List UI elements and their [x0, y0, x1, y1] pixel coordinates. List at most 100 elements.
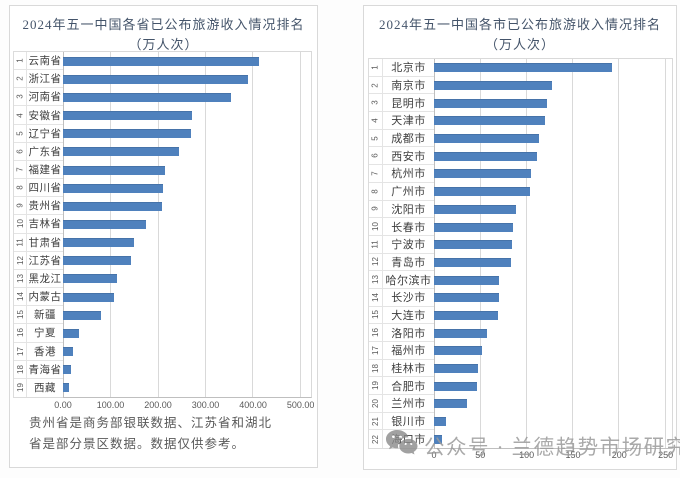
bar-row: [434, 165, 672, 183]
rank-label: 14: [369, 288, 383, 306]
category-label: 宁波市: [391, 239, 426, 252]
rank-label: 4: [369, 112, 383, 129]
bar-row: [434, 360, 672, 378]
category-label: 沈阳市: [391, 203, 426, 216]
x-tick-label: 200: [611, 450, 627, 460]
rank-label: 5: [14, 124, 27, 142]
category-row: 11 宁波市: [369, 235, 434, 254]
bar: [434, 151, 538, 161]
rank-label: 1: [14, 52, 27, 70]
bar: [434, 240, 513, 250]
category-label: 河南省: [28, 92, 62, 104]
category-row: 22 海口市: [369, 430, 434, 449]
category-label: 黑龙江: [28, 273, 62, 285]
rank-label: 7: [369, 165, 383, 182]
bar-row: [434, 430, 672, 448]
category-label: 内蒙古: [28, 292, 62, 304]
bar: [434, 116, 545, 126]
category-label: 成都市: [391, 133, 426, 146]
category-row: 7 杭州市: [369, 165, 434, 183]
bar: [63, 129, 192, 139]
category-label: 广东省: [28, 146, 62, 158]
bar-row: [63, 161, 311, 179]
bar: [63, 256, 131, 266]
rank-label: 22: [369, 430, 383, 449]
rank-label: 3: [14, 88, 27, 106]
bar: [434, 399, 468, 409]
gridline: [157, 52, 159, 397]
bar: [434, 310, 498, 320]
rank-label: 7: [14, 160, 27, 179]
bar: [63, 238, 135, 248]
bar: [434, 204, 517, 214]
bar: [63, 147, 180, 157]
category-label: 杭州市: [391, 168, 426, 181]
category-row: 6 广东省: [14, 142, 63, 161]
rank-label: 11: [14, 233, 27, 251]
bar: [434, 293, 499, 303]
category-label: 海口市: [391, 434, 426, 447]
category-label: 银川市: [391, 416, 426, 429]
x-tick-label: 0.00: [54, 400, 72, 410]
category-table: 1 北京市 2 南京市 3 昆明市 4 天津市 5 成都市 6 西安市 7 杭州市 8 广州市 9 沈阳市 10 长春…: [368, 58, 434, 450]
category-label: 香港: [34, 346, 56, 358]
rank-label: 2: [369, 76, 383, 94]
bar: [63, 274, 117, 284]
x-tick-label: 150: [565, 450, 581, 460]
bar-row: [434, 130, 672, 148]
bar-row: [434, 236, 672, 254]
x-tick-label: 100.00: [96, 400, 125, 410]
bar: [63, 165, 165, 175]
bar: [63, 365, 71, 375]
rank-label: 19: [14, 378, 27, 397]
bar-row: [434, 307, 672, 325]
category-row: 8 广州市: [369, 182, 434, 201]
bar-row: [434, 183, 672, 201]
category-label: 北京市: [391, 62, 426, 75]
bar-row: [63, 252, 311, 270]
bars-area: [63, 52, 311, 397]
rank-label: 18: [369, 359, 383, 377]
gridline: [664, 59, 666, 449]
bar-row: [63, 197, 311, 215]
category-row: 10 长春市: [369, 218, 434, 236]
bar: [434, 134, 540, 144]
category-label: 桂林市: [391, 363, 426, 376]
category-row: 15 新疆: [14, 306, 63, 325]
category-row: 17 福州市: [369, 342, 434, 360]
category-row: 9 沈阳市: [369, 200, 434, 219]
bar-row: [434, 271, 672, 289]
bar: [434, 417, 446, 427]
rank-label: 13: [14, 269, 27, 288]
rank-label: 8: [14, 179, 27, 197]
x-axis: 0.00 100.00 200.00 300.00 400.00 500.00: [54, 400, 314, 413]
category-label: 青海省: [28, 364, 62, 376]
category-row: 10 吉林省: [14, 215, 63, 234]
category-label: 哈尔滨市: [385, 274, 432, 287]
category-label: 长沙市: [391, 292, 426, 305]
rank-label: 19: [369, 377, 383, 395]
category-label: 云南省: [28, 56, 62, 68]
rank-label: 20: [369, 395, 383, 412]
bar: [63, 328, 79, 338]
category-row: 12 江苏省: [14, 251, 63, 270]
category-row: 16 洛阳市: [369, 324, 434, 342]
category-label: 西藏: [34, 383, 56, 395]
bar: [63, 383, 69, 393]
category-row: 5 辽宁省: [14, 124, 63, 143]
category-row: 1 云南省: [14, 52, 63, 71]
bar-row: [63, 361, 311, 379]
bar-row: [434, 342, 672, 360]
category-row: 21 银川市: [369, 412, 434, 431]
rank-label: 11: [369, 235, 383, 253]
rank-label: 2: [14, 70, 27, 88]
category-label: 四川省: [28, 183, 62, 195]
bar-row: [434, 94, 672, 112]
category-row: 16 宁夏: [14, 324, 63, 343]
category-label: 洛阳市: [391, 327, 426, 340]
rank-label: 9: [369, 200, 383, 218]
category-label: 辽宁省: [28, 128, 62, 140]
category-row: 7 福建省: [14, 160, 63, 180]
plot-area: [63, 51, 312, 398]
bar: [434, 257, 511, 267]
